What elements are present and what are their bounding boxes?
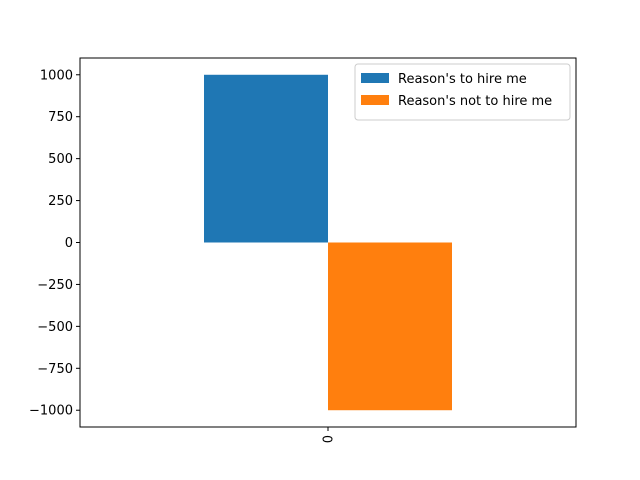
y-axis: 1000 750 500 250 0 −250 −500 −750 −1000: [29, 68, 80, 419]
legend-swatch-0: [361, 73, 389, 83]
legend-label-0: Reason's to hire me: [398, 72, 527, 87]
y-tick-label: −500: [37, 320, 73, 335]
legend-swatch-1: [361, 95, 389, 105]
bars: [204, 74, 452, 411]
x-tick-label: 0: [322, 435, 337, 443]
y-tick-label: 1000: [40, 68, 73, 83]
bar-series-0-cat-0: [204, 74, 328, 243]
y-tick-label: 0: [65, 236, 73, 251]
y-tick-label: 500: [48, 152, 73, 167]
axes-frame: [79, 57, 577, 428]
y-tick-label: −750: [37, 362, 73, 377]
y-tick-label: −250: [37, 278, 73, 293]
legend: Reason's to hire me Reason's not to hire …: [354, 63, 571, 121]
x-axis: 0: [322, 427, 337, 443]
legend-box: [354, 63, 571, 121]
y-tick-label: −1000: [29, 404, 73, 419]
legend-label-1: Reason's not to hire me: [398, 94, 552, 109]
y-tick-label: 750: [48, 110, 73, 125]
bar-series-1-cat-0: [328, 242, 452, 411]
y-tick-label: 250: [48, 194, 73, 209]
